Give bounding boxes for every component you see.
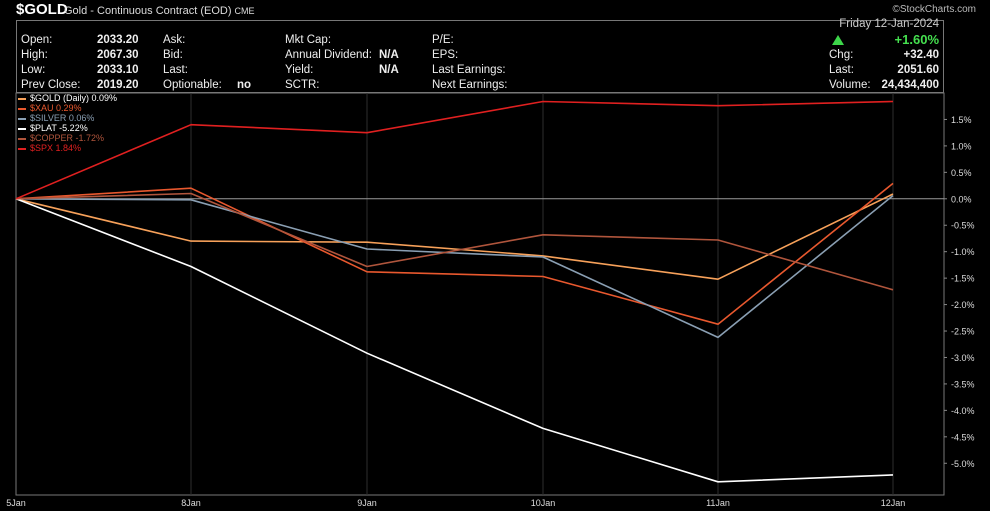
- quote-date: Friday 12-Jan-2024: [839, 18, 939, 30]
- open-value: 2033.20: [97, 34, 139, 46]
- exchange-label: CME: [234, 6, 255, 16]
- last-price-label: Last:: [829, 64, 854, 76]
- legend-swatch: [18, 97, 26, 100]
- next-earnings-label: Next Earnings:: [432, 79, 508, 91]
- last-earnings-label: Last Earnings:: [432, 64, 506, 76]
- series-line-spx[interactable]: [15, 100, 894, 200]
- legend-label: $SILVER 0.06%: [30, 113, 95, 123]
- y-axis: 1.5% 1.0% 0.5% 0.0% -0.5% -1.0% -1.5% -2.0% -2.5…: [944, 115, 975, 469]
- y-tick-label: -1.5%: [951, 274, 975, 284]
- mkt-cap-label: Mkt Cap:: [285, 34, 332, 46]
- y-tick-label: -4.5%: [951, 432, 975, 442]
- last-label: Last:: [163, 64, 188, 76]
- contract-description: Gold - Continuous Contract (EOD) CME: [64, 5, 255, 17]
- volume-value: 24,434,400: [881, 79, 939, 91]
- y-tick-label: -4.0%: [951, 406, 975, 416]
- legend-label: $XAU 0.29%: [30, 103, 82, 113]
- grid-lines: [16, 93, 944, 495]
- quote-info-panel: Open: 2033.20 High: 2067.30 Low: 2033.10…: [16, 18, 944, 93]
- legend-swatch: [18, 107, 26, 110]
- legend-swatch: [18, 117, 26, 120]
- bid-label: Bid:: [163, 49, 183, 61]
- y-tick-label: -1.0%: [951, 247, 975, 257]
- legend-swatch: [18, 127, 26, 130]
- legend-item: $XAU 0.29%: [18, 103, 82, 113]
- series-line-xau[interactable]: [15, 182, 894, 326]
- percent-change: +1.60%: [894, 32, 939, 47]
- annual-dividend-value: N/A: [379, 49, 399, 61]
- chg-label: Chg:: [829, 49, 854, 61]
- yield-value: N/A: [379, 64, 399, 76]
- y-tick-label: 0.0%: [951, 194, 972, 204]
- legend-item: $GOLD (Daily) 0.09%: [18, 93, 117, 103]
- legend-item: $PLAT -5.22%: [18, 123, 88, 133]
- low-label: Low:: [21, 64, 46, 76]
- eps-label: EPS:: [432, 49, 459, 61]
- legend-label: $PLAT -5.22%: [30, 123, 88, 133]
- legend-label: $GOLD (Daily) 0.09%: [30, 93, 118, 103]
- triangle-up-icon: [832, 35, 844, 45]
- volume-label: Volume:: [829, 79, 871, 91]
- description-text: Gold - Continuous Contract (EOD): [64, 5, 232, 17]
- x-tick-label: 9Jan: [357, 498, 377, 508]
- sctr-label: SCTR:: [285, 79, 320, 91]
- series-line-silver[interactable]: [15, 194, 894, 339]
- x-tick-label: 11Jan: [706, 498, 730, 508]
- high-value: 2067.30: [97, 49, 139, 61]
- series-line-copper[interactable]: [15, 192, 894, 291]
- y-tick-label: -3.0%: [951, 353, 975, 363]
- symbol-title: $GOLD: [16, 1, 68, 18]
- series-line-golddaily[interactable]: [15, 193, 894, 281]
- legend-item: $SPX 1.84%: [18, 143, 81, 153]
- last-price-value: 2051.60: [897, 64, 939, 76]
- plot-frame: [15, 92, 945, 496]
- y-tick-label: -2.0%: [951, 300, 975, 310]
- y-tick-label: 1.0%: [951, 141, 972, 151]
- open-label: Open:: [21, 34, 53, 46]
- y-tick-label: -0.5%: [951, 221, 975, 231]
- yield-label: Yield:: [285, 64, 314, 76]
- legend-label: $COPPER -1.72%: [30, 133, 105, 143]
- chg-value: +32.40: [903, 49, 940, 61]
- y-tick-label: -5.0%: [951, 459, 975, 469]
- legend-label: $SPX 1.84%: [30, 143, 82, 153]
- ask-label: Ask:: [163, 34, 186, 46]
- y-tick-label: -3.5%: [951, 379, 975, 389]
- legend-item: $SILVER 0.06%: [18, 113, 94, 123]
- high-label: High:: [21, 49, 48, 61]
- legend-swatch: [18, 147, 26, 150]
- y-tick-label: 0.5%: [951, 168, 972, 178]
- low-value: 2033.10: [97, 64, 139, 76]
- y-tick-label: 1.5%: [951, 115, 972, 125]
- prev-close-label: Prev Close:: [21, 79, 81, 91]
- series-line-plat[interactable]: [15, 198, 894, 483]
- series-lines[interactable]: [15, 100, 894, 483]
- optionable-value: no: [237, 79, 252, 91]
- annual-dividend-label: Annual Dividend:: [285, 49, 372, 61]
- prev-close-value: 2019.20: [97, 79, 139, 91]
- x-axis: 5Jan 8Jan 9Jan 10Jan 11Jan 12Jan: [6, 498, 905, 508]
- optionable-label: Optionable:: [163, 79, 222, 91]
- x-tick-label: 10Jan: [531, 498, 556, 508]
- pe-label: P/E:: [432, 34, 454, 46]
- x-tick-label: 8Jan: [181, 498, 201, 508]
- x-tick-label: 12Jan: [881, 498, 906, 508]
- x-tick-label: 5Jan: [6, 498, 26, 508]
- stockcharts-watermark[interactable]: ©StockCharts.com: [892, 4, 976, 15]
- legend-swatch: [18, 137, 26, 140]
- y-tick-label: -2.5%: [951, 327, 975, 337]
- legend-item: $COPPER -1.72%: [18, 133, 104, 143]
